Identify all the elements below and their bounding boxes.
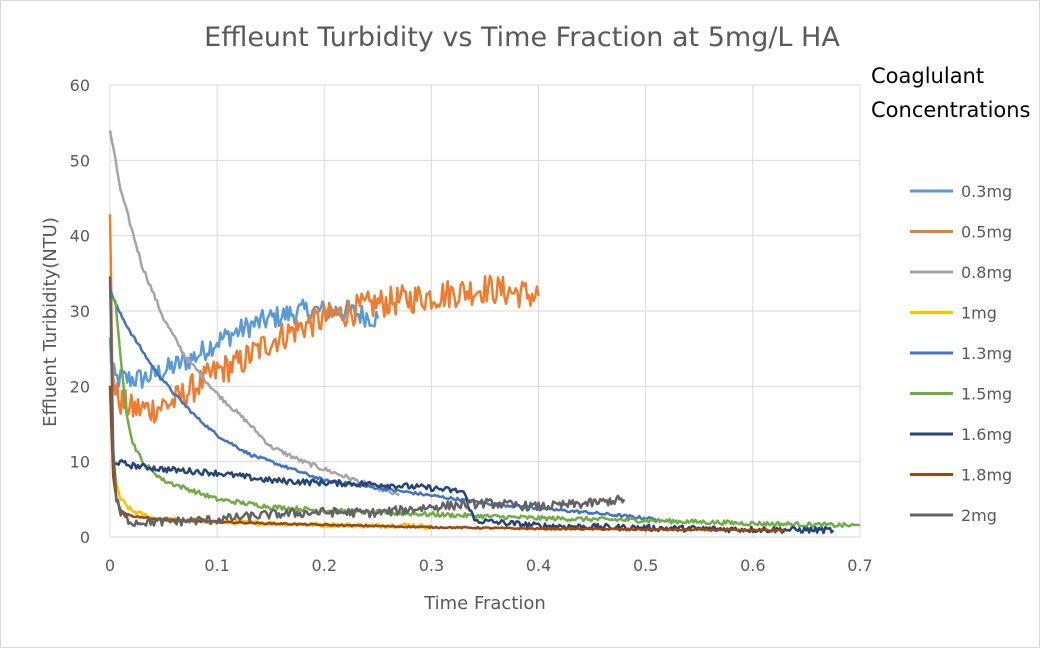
y-tick-label: 30 bbox=[70, 302, 90, 321]
series-line-1.8mg bbox=[108, 385, 786, 533]
x-tick-label: 0.7 bbox=[847, 556, 872, 575]
x-tick-label: 0.2 bbox=[312, 556, 337, 575]
legend-label: 1.3mg bbox=[961, 344, 1012, 363]
x-tick-label: 0.6 bbox=[740, 556, 765, 575]
legend-label: 1.5mg bbox=[961, 385, 1012, 404]
y-tick-label: 40 bbox=[70, 227, 90, 246]
series-line-2mg bbox=[108, 276, 626, 527]
data-series bbox=[108, 130, 861, 535]
legend-title-line-1: Coaglulant bbox=[871, 64, 984, 88]
legend-label: 1mg bbox=[961, 304, 997, 323]
legend: Coaglulant Concentrations 0.3mg 0.5mg 0.8m… bbox=[871, 64, 1031, 525]
series-line-1.3mg bbox=[108, 288, 658, 522]
chart-title: Effleunt Turbidity vs Time Fraction at 5… bbox=[204, 22, 840, 53]
y-tick-label: 0 bbox=[80, 528, 90, 547]
y-tick-label: 20 bbox=[70, 377, 90, 396]
series-line-1.5mg bbox=[108, 295, 861, 529]
series-line-1.6mg bbox=[115, 459, 835, 535]
y-tick-label: 10 bbox=[70, 453, 90, 472]
legend-label: 1.8mg bbox=[961, 466, 1012, 485]
gridlines bbox=[109, 84, 861, 538]
legend-label: 0.5mg bbox=[961, 223, 1012, 242]
x-axis-title: Time Fraction bbox=[423, 593, 546, 614]
y-axis-title: Effluent Turibidity(NTU) bbox=[40, 217, 61, 427]
x-tick-label: 0 bbox=[105, 556, 115, 575]
axis-ticks: 0 10 20 30 40 50 60 0 0.1 0.2 0.3 0.4 0.5 0.6 0.7 bbox=[70, 76, 873, 575]
legend-title-line-2: Concentrations bbox=[871, 98, 1031, 122]
legend-label: 2mg bbox=[961, 506, 997, 525]
legend-label: 1.6mg bbox=[961, 425, 1012, 444]
legend-label: 0.3mg bbox=[961, 182, 1012, 201]
x-tick-label: 0.3 bbox=[419, 556, 444, 575]
x-tick-label: 0.4 bbox=[526, 556, 551, 575]
y-tick-label: 60 bbox=[70, 76, 90, 95]
y-tick-label: 50 bbox=[70, 151, 90, 170]
series-line-0.8mg bbox=[108, 130, 401, 497]
x-tick-label: 0.1 bbox=[204, 556, 229, 575]
legend-label: 0.8mg bbox=[961, 263, 1012, 282]
x-tick-label: 0.5 bbox=[633, 556, 658, 575]
